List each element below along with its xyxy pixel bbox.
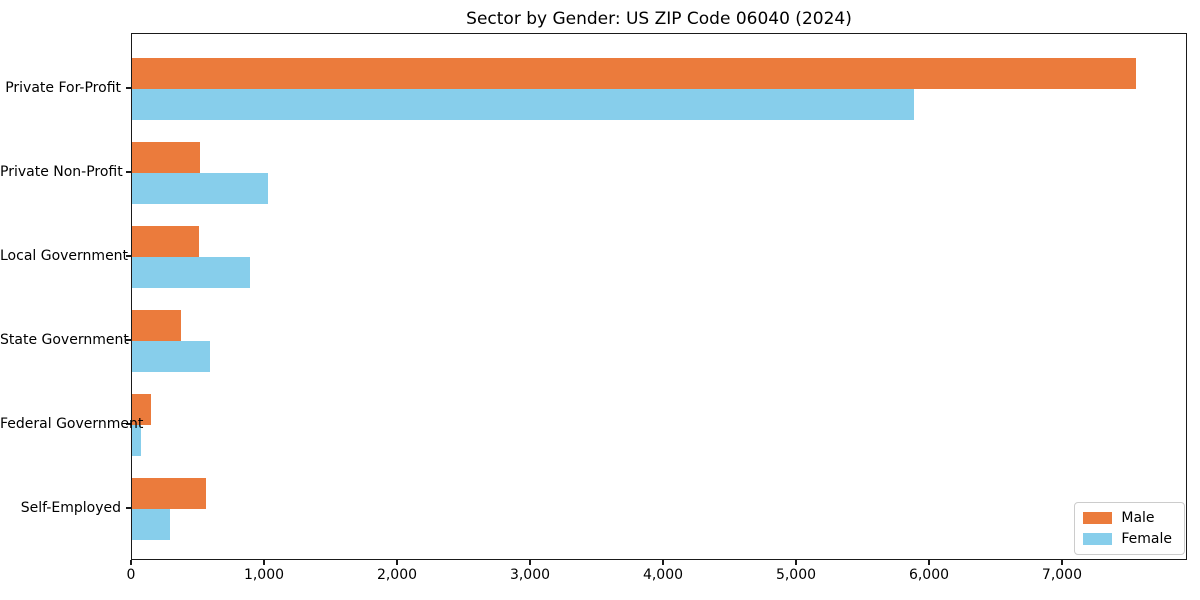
x-tick-label: 6,000: [908, 567, 950, 583]
x-tick-label: 4,000: [642, 567, 684, 583]
y-tick-label-private-for-profit: Private For-Profit: [5, 80, 121, 96]
y-tick: [126, 171, 131, 173]
legend-label-male: Male: [1121, 510, 1155, 526]
legend-swatch-male: [1083, 512, 1113, 524]
x-tick: [130, 560, 132, 565]
bar-female-private-for-profit: [132, 89, 914, 120]
y-tick: [126, 507, 131, 509]
legend: Male Female: [1074, 502, 1185, 555]
x-tick-label: 0: [126, 567, 136, 583]
bar-female-federal-government: [132, 425, 141, 456]
y-tick: [126, 87, 131, 89]
plot-area: [131, 33, 1187, 560]
x-tick: [928, 560, 930, 565]
y-tick-label-state-government: State Government: [0, 332, 129, 348]
bar-male-private-non-profit: [132, 142, 200, 173]
chart-title: Sector by Gender: US ZIP Code 06040 (202…: [466, 9, 852, 29]
bar-female-local-government: [132, 257, 251, 288]
y-tick: [126, 339, 131, 341]
x-tick-label: 3,000: [509, 567, 551, 583]
bar-male-self-employed: [132, 478, 206, 509]
y-tick-label-self-employed: Self-Employed: [20, 500, 121, 516]
x-tick-label: 5,000: [775, 567, 817, 583]
y-tick: [126, 423, 131, 425]
y-tick-label-local-government: Local Government: [0, 248, 129, 264]
bar-female-self-employed: [132, 509, 170, 540]
bar-female-private-non-profit: [132, 173, 268, 204]
legend-swatch-female: [1083, 533, 1113, 545]
x-tick: [795, 560, 797, 565]
x-tick: [662, 560, 664, 565]
bar-female-state-government: [132, 341, 210, 372]
x-tick: [1061, 560, 1063, 565]
x-tick-label: 1,000: [243, 567, 285, 583]
x-tick-label: 2,000: [376, 567, 418, 583]
y-tick-label-federal-government: Federal Government: [0, 416, 144, 432]
y-tick: [126, 255, 131, 257]
legend-entry-male: Male: [1083, 510, 1172, 526]
y-tick-label-private-non-profit: Private Non-Profit: [0, 164, 123, 180]
legend-label-female: Female: [1121, 531, 1172, 547]
x-tick-label: 7,000: [1041, 567, 1083, 583]
x-tick: [529, 560, 531, 565]
x-tick: [396, 560, 398, 565]
bar-male-federal-government: [132, 394, 151, 425]
bar-male-private-for-profit: [132, 58, 1137, 89]
x-tick: [263, 560, 265, 565]
bar-male-local-government: [132, 226, 199, 257]
bar-male-state-government: [132, 310, 181, 341]
legend-entry-female: Female: [1083, 531, 1172, 547]
